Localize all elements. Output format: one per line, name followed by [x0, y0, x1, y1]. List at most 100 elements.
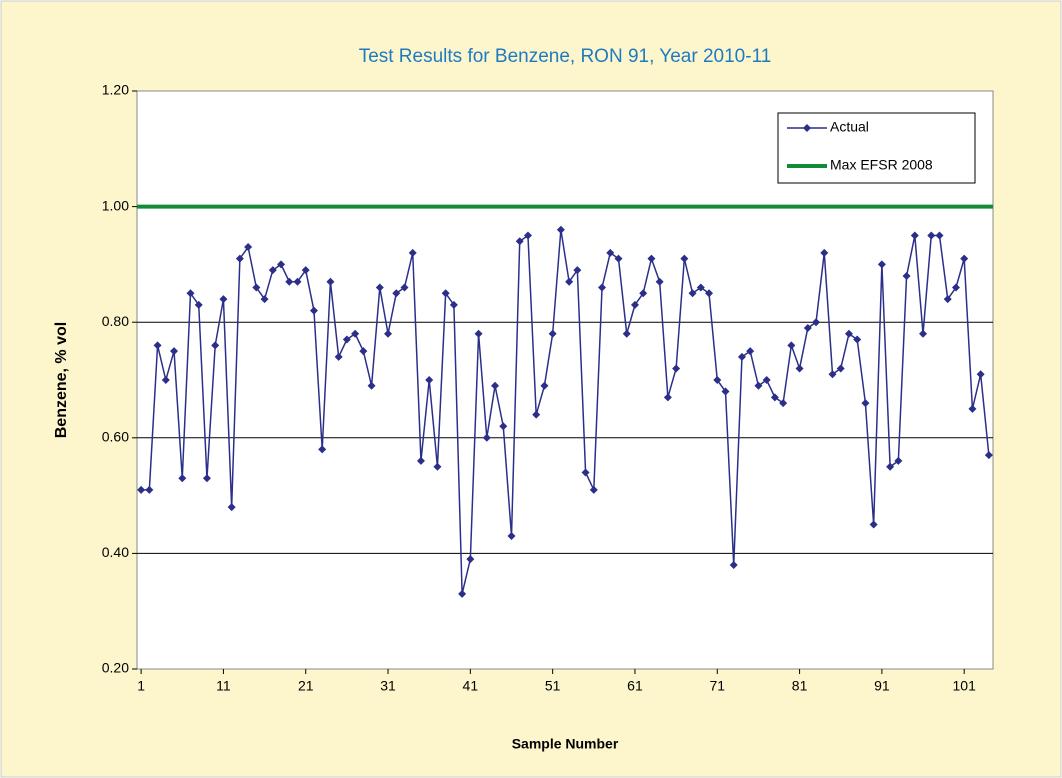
x-tick-label: 11	[216, 678, 231, 694]
data-point	[425, 376, 434, 384]
data-point	[359, 347, 368, 356]
x-tick-label: 1	[137, 678, 145, 694]
data-point	[211, 341, 220, 350]
data-point	[458, 589, 467, 598]
data-point	[935, 231, 944, 240]
data-point	[392, 289, 401, 298]
data-point	[466, 555, 475, 564]
data-point	[268, 266, 277, 275]
data-point	[342, 335, 351, 344]
data-point	[672, 364, 681, 373]
data-point	[384, 329, 393, 338]
data-point	[984, 451, 993, 460]
data-point	[441, 289, 450, 298]
data-point	[869, 520, 878, 529]
data-point	[919, 329, 928, 338]
data-point	[606, 248, 615, 257]
x-tick-label: 21	[298, 678, 314, 694]
x-tick-label: 31	[380, 678, 396, 694]
data-point	[803, 323, 812, 332]
data-point	[647, 254, 656, 263]
data-point	[416, 456, 425, 465]
data-point	[145, 485, 154, 494]
data-point	[507, 532, 516, 541]
x-tick-label: 51	[545, 678, 561, 694]
data-point	[532, 410, 541, 419]
data-point	[721, 387, 730, 396]
data-point	[812, 318, 821, 327]
data-point	[729, 560, 738, 569]
data-point	[194, 300, 203, 309]
data-point	[639, 289, 648, 298]
data-point	[853, 335, 862, 344]
data-point	[589, 485, 598, 494]
y-axis-label: Benzene, % vol	[53, 322, 70, 438]
data-point	[951, 283, 960, 292]
data-point	[746, 347, 755, 356]
data-point	[433, 462, 442, 471]
data-point	[219, 295, 228, 304]
y-tick-label: 0.60	[102, 429, 129, 445]
data-point	[565, 277, 574, 286]
data-point	[153, 341, 162, 350]
data-point	[787, 341, 796, 350]
data-point	[655, 277, 664, 286]
data-point	[713, 376, 722, 384]
y-tick-label: 0.40	[102, 544, 129, 560]
data-point	[960, 254, 969, 263]
data-point	[598, 283, 607, 292]
data-point	[227, 503, 236, 512]
data-point	[277, 260, 286, 269]
data-point	[367, 381, 376, 390]
data-point	[573, 266, 582, 275]
data-point	[285, 277, 294, 286]
data-point	[663, 393, 672, 402]
data-point	[252, 283, 261, 292]
data-point	[178, 474, 187, 483]
data-point	[499, 422, 508, 431]
data-point	[293, 277, 302, 286]
data-point	[334, 352, 343, 361]
x-axis-label: Sample Number	[512, 736, 619, 752]
data-point	[622, 329, 631, 338]
data-point	[614, 254, 623, 263]
y-tick-label: 1.00	[102, 197, 129, 213]
data-point	[828, 370, 837, 379]
data-point	[351, 329, 360, 338]
x-tick-label: 91	[874, 678, 890, 694]
data-point	[301, 266, 310, 275]
data-point	[186, 289, 195, 298]
data-point	[968, 404, 977, 413]
data-point	[548, 329, 557, 338]
y-tick-label: 0.20	[102, 660, 129, 676]
data-point	[491, 381, 500, 390]
data-point	[202, 474, 211, 483]
data-point	[680, 254, 689, 263]
x-tick-label: 61	[627, 678, 643, 694]
data-point	[737, 352, 746, 361]
data-point	[318, 445, 327, 454]
data-point	[630, 300, 639, 309]
chart-title: Test Results for Benzene, RON 91, Year 2…	[359, 46, 772, 67]
data-point	[976, 370, 985, 379]
data-point	[408, 248, 417, 257]
legend-marker	[803, 124, 811, 132]
data-point	[161, 376, 170, 384]
data-point	[556, 225, 565, 234]
data-point	[170, 347, 179, 356]
data-point	[754, 381, 763, 390]
legend-label: Actual	[830, 119, 869, 135]
data-point	[375, 283, 384, 292]
x-tick-label: 81	[792, 678, 808, 694]
data-point	[696, 283, 705, 292]
x-tick-label: 71	[709, 678, 725, 694]
plot-area	[136, 90, 994, 670]
data-point	[910, 231, 919, 240]
data-point	[244, 243, 253, 252]
data-point	[836, 364, 845, 373]
data-point	[540, 381, 549, 390]
data-point	[705, 289, 714, 298]
legend-label: Max EFSR 2008	[830, 157, 933, 173]
data-point	[474, 329, 483, 338]
